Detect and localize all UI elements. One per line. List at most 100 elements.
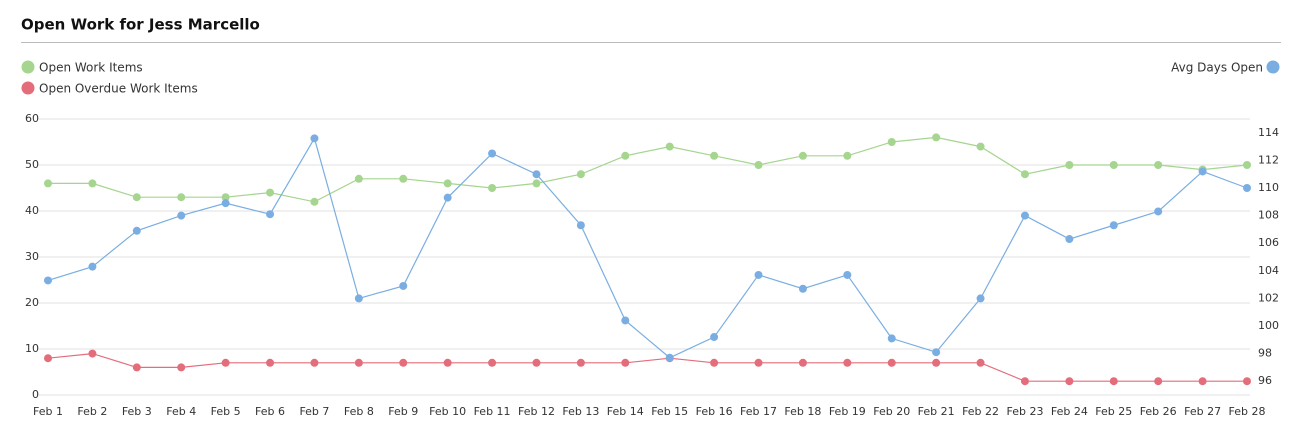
x-tick-label: Feb 16 xyxy=(696,405,733,418)
series-line xyxy=(47,352,1247,382)
x-tick-label: Feb 2 xyxy=(77,405,107,418)
data-point xyxy=(88,262,97,271)
data-point xyxy=(88,349,97,358)
y2-tick-label: 102 xyxy=(1258,291,1279,304)
x-tick-label: Feb 20 xyxy=(873,405,910,418)
data-point xyxy=(1065,161,1074,169)
x-tick-label: Feb 5 xyxy=(211,405,241,418)
data-point xyxy=(354,358,363,367)
legend-label: Open Overdue Work Items xyxy=(39,82,198,96)
y2-tick-label: 112 xyxy=(1258,153,1279,166)
x-tick-label: Feb 21 xyxy=(918,405,955,418)
data-point xyxy=(1243,377,1251,386)
legend-marker xyxy=(21,60,35,74)
y2-tick-label: 108 xyxy=(1258,209,1279,222)
data-point xyxy=(621,151,630,160)
series-line xyxy=(47,136,1248,359)
x-tick-label: Feb 7 xyxy=(299,405,329,418)
data-point xyxy=(1198,377,1207,386)
y2-tick-label: 100 xyxy=(1258,319,1279,332)
data-point xyxy=(221,358,230,367)
data-point xyxy=(1020,211,1029,220)
data-point xyxy=(1198,167,1207,176)
y-tick-label: 40 xyxy=(25,204,39,217)
data-point xyxy=(532,170,541,179)
data-point xyxy=(1243,161,1251,169)
data-point xyxy=(488,184,497,192)
data-point xyxy=(1154,207,1163,216)
x-tick-label: Feb 26 xyxy=(1140,405,1177,418)
x-tick-label: Feb 23 xyxy=(1006,405,1043,418)
data-point xyxy=(754,161,763,169)
data-point xyxy=(399,358,408,367)
legend-marker xyxy=(21,81,35,95)
data-point xyxy=(932,133,941,142)
data-point xyxy=(44,354,52,363)
x-tick-label: Feb 6 xyxy=(255,405,285,418)
data-point xyxy=(310,197,319,206)
x-tick-label: Feb 4 xyxy=(166,405,196,418)
data-point xyxy=(1109,377,1118,386)
data-point xyxy=(354,294,363,303)
y2-tick-label: 114 xyxy=(1258,126,1279,139)
data-point xyxy=(88,179,97,188)
x-tick-label: Feb 24 xyxy=(1051,405,1088,418)
data-point xyxy=(887,138,896,146)
data-point xyxy=(443,193,452,202)
data-point xyxy=(1109,221,1118,230)
x-tick-label: Feb 15 xyxy=(651,405,688,418)
legend-label: Open Work Items xyxy=(39,61,143,75)
data-point xyxy=(754,270,763,279)
data-point xyxy=(1154,161,1163,169)
data-point xyxy=(887,334,896,343)
data-point xyxy=(1065,377,1074,386)
y-tick-label: 60 xyxy=(25,112,39,125)
data-point xyxy=(399,281,408,290)
y2-tick-label: 110 xyxy=(1258,181,1279,194)
x-tick-label: Feb 9 xyxy=(388,405,418,418)
data-point xyxy=(488,358,497,367)
x-tick-label: Feb 11 xyxy=(474,405,511,418)
data-point xyxy=(976,142,985,151)
data-point xyxy=(665,142,674,151)
data-point xyxy=(266,188,275,197)
data-point xyxy=(932,358,941,367)
data-point xyxy=(576,221,585,230)
data-point xyxy=(621,358,630,367)
data-point xyxy=(1154,377,1163,386)
data-point xyxy=(177,211,186,220)
data-point xyxy=(532,179,541,188)
x-tick-label: Feb 13 xyxy=(562,405,599,418)
series-line xyxy=(48,136,1248,203)
x-tick-label: Feb 8 xyxy=(344,405,374,418)
data-point xyxy=(310,358,319,367)
data-point xyxy=(710,151,719,160)
data-point xyxy=(843,358,852,367)
x-tick-label: Feb 3 xyxy=(122,405,152,418)
y2-tick-label: 98 xyxy=(1258,347,1272,360)
data-point xyxy=(1020,170,1029,179)
y-tick-label: 50 xyxy=(25,158,39,171)
x-tick-label: Feb 19 xyxy=(829,405,866,418)
data-point xyxy=(443,358,452,367)
data-point xyxy=(44,179,52,188)
data-point xyxy=(976,358,985,367)
x-tick-label: Feb 25 xyxy=(1095,405,1132,418)
data-point xyxy=(132,193,141,202)
data-point xyxy=(221,199,230,208)
data-point xyxy=(798,284,807,293)
legend-marker xyxy=(1266,60,1280,74)
data-point xyxy=(177,193,186,202)
x-tick-label: Feb 22 xyxy=(962,405,999,418)
x-tick-label: Feb 17 xyxy=(740,405,777,418)
y-tick-label: 20 xyxy=(25,296,39,309)
x-tick-label: Feb 12 xyxy=(518,405,555,418)
data-point xyxy=(843,270,852,279)
data-point xyxy=(576,170,585,179)
y-tick-label: 10 xyxy=(25,342,39,355)
data-point xyxy=(798,151,807,160)
data-point xyxy=(266,358,275,367)
x-tick-label: Feb 27 xyxy=(1184,405,1221,418)
